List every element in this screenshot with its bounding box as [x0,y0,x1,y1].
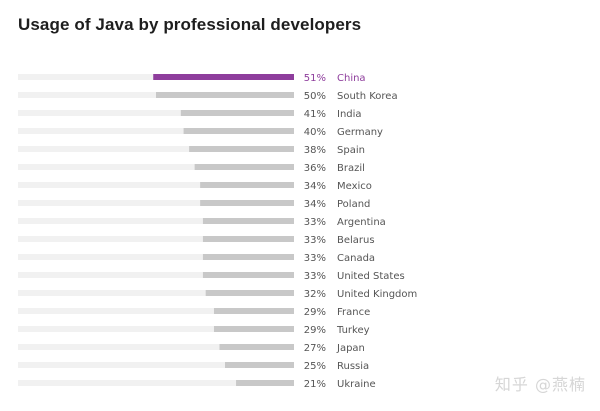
bar [205,290,294,296]
category-label: Turkey [336,325,370,336]
category-label: Mexico [337,181,372,192]
bar [202,236,294,242]
bar [189,146,294,152]
category-label: Argentina [337,217,386,228]
bar-row-turkey: 29% Turkey [18,325,370,336]
value-label: 32% [304,289,326,300]
bar-row-canada: 33% Canada [18,253,375,264]
bar [202,218,294,224]
value-label: 51% [304,73,326,84]
bar-row-germany: 40% Germany [18,127,383,138]
value-label: 29% [304,307,326,318]
bar-row-argentina: 33% Argentina [18,217,386,228]
value-label: 34% [304,199,326,210]
bar [236,380,294,386]
bar [194,164,294,170]
value-label: 41% [304,109,326,120]
value-label: 29% [304,325,326,336]
bar [219,344,294,350]
bar-row-japan: 27% Japan [18,343,365,354]
bar-track [18,128,294,134]
value-label: 34% [304,181,326,192]
bar-track [18,236,294,242]
value-label: 36% [304,163,326,174]
bar [183,128,294,134]
category-label: United States [337,271,405,282]
bar-row-united-kingdom: 32% United Kingdom [18,289,417,300]
bar-track [18,326,294,332]
value-label: 33% [304,235,326,246]
bar-track [18,254,294,260]
value-label: 21% [304,379,326,390]
category-label: China [337,73,366,84]
value-label: 50% [304,91,326,102]
bar-row-brazil: 36% Brazil [18,163,365,174]
value-label: 33% [304,253,326,264]
category-label: Spain [337,145,365,156]
category-label: France [337,307,370,318]
bar [156,92,294,98]
category-label: Poland [337,199,370,210]
bar [202,254,294,260]
bar-row-india: 41% India [18,109,362,120]
bar [200,200,294,206]
bar [200,182,294,188]
category-label: Russia [337,361,369,372]
value-label: 25% [304,361,326,372]
category-label: South Korea [337,91,398,102]
category-label: India [337,109,362,120]
bar-track [18,290,294,296]
bar-row-ukraine: 21% Ukraine [18,379,376,390]
bar-track [18,344,294,350]
category-label: Belarus [337,235,375,246]
bar [180,110,294,116]
bar-row-poland: 34% Poland [18,199,370,210]
bar-row-france: 29% France [18,307,370,318]
bar-row-mexico: 34% Mexico [18,181,372,192]
category-label: Germany [337,127,383,138]
bar-track [18,110,294,116]
bar-track [18,182,294,188]
watermark: 知乎 @燕楠 [494,375,586,394]
bar-row-spain: 38% Spain [18,145,365,156]
bar-row-united-states: 33% United States [18,271,405,282]
value-label: 27% [304,343,326,354]
category-label: Ukraine [337,379,376,390]
bar [202,272,294,278]
bar-row-china: 51% China [18,73,366,84]
value-label: 33% [304,271,326,282]
bar-track [18,272,294,278]
chart-title: Usage of Java by professional developers [18,15,362,34]
bar [225,362,294,368]
bar-track [18,218,294,224]
value-label: 40% [304,127,326,138]
category-label: Japan [336,343,365,354]
bar [153,74,294,80]
bar-track [18,164,294,170]
category-label: United Kingdom [337,289,417,300]
bar-row-russia: 25% Russia [18,361,369,372]
category-label: Canada [337,253,375,264]
bar [213,308,294,314]
value-label: 38% [304,145,326,156]
category-label: Brazil [337,163,365,174]
bar-row-south-korea: 50% South Korea [18,91,398,102]
value-label: 33% [304,217,326,228]
bar [213,326,294,332]
bar-track [18,200,294,206]
bar-track [18,380,294,386]
bar-track [18,146,294,152]
bar-track [18,362,294,368]
bar-track [18,308,294,314]
bar-row-belarus: 33% Belarus [18,235,375,246]
